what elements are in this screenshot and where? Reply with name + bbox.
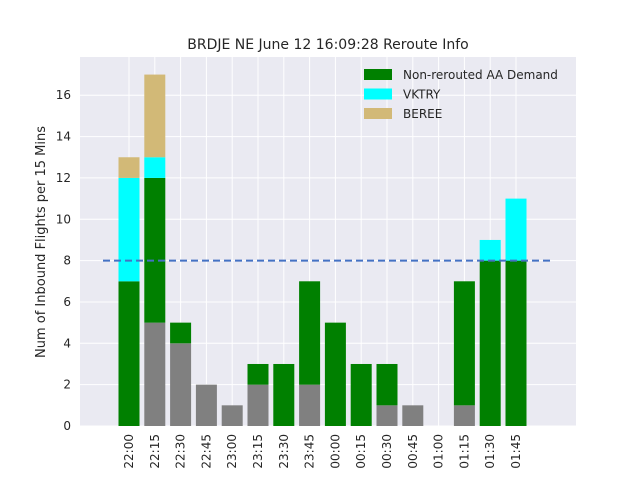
- x-tick-label: 23:30: [277, 434, 291, 469]
- x-tick-label: 22:15: [148, 434, 162, 469]
- bar-segment: [453, 281, 475, 406]
- bar-segment: [505, 198, 527, 261]
- bar-segment: [144, 157, 166, 178]
- bar-segment: [376, 405, 398, 426]
- chart-title: BRDJE NE June 12 16:09:28 Reroute Info: [187, 37, 468, 53]
- bar-segment: [402, 405, 424, 426]
- bar-segment: [144, 74, 166, 158]
- bar-segment: [350, 363, 372, 426]
- bar-segment: [247, 363, 269, 385]
- x-tick-label: 22:30: [174, 434, 188, 469]
- bar-segment: [170, 322, 192, 344]
- bar-segment: [118, 281, 140, 426]
- x-tick-label: 22:00: [122, 434, 136, 469]
- y-tick-label: 10: [56, 212, 71, 226]
- y-axis-label: Num of Inbound Flights per 15 Mins: [34, 126, 49, 358]
- y-tick-label: 16: [56, 88, 71, 102]
- x-tick-label: 01:00: [432, 434, 446, 469]
- y-tick-label: 2: [63, 378, 71, 392]
- x-tick-labels: 22:00 22:15 22:30 22:45 23:00 23:15 23:30 23:45…: [122, 434, 523, 469]
- bar-segment: [376, 363, 398, 406]
- x-tick-label: 23:15: [251, 434, 265, 469]
- y-tick-label: 14: [56, 130, 71, 144]
- x-tick-label: 23:00: [225, 434, 239, 469]
- legend-swatch: [364, 108, 392, 119]
- bar-segment: [299, 281, 321, 385]
- legend-label: BEREE: [403, 107, 442, 121]
- x-tick-label: 23:45: [303, 434, 317, 469]
- x-tick-label: 00:15: [354, 434, 368, 469]
- bar-segment: [118, 157, 140, 178]
- y-tick-label: 12: [56, 171, 71, 185]
- bar-segment: [479, 239, 501, 261]
- y-tick-label: 4: [63, 336, 71, 350]
- bar-segment: [247, 384, 269, 426]
- bar-segment: [195, 384, 217, 426]
- bar-segment: [273, 363, 295, 426]
- bars: [118, 74, 527, 426]
- bar-segment: [144, 322, 166, 426]
- x-tick-label: 00:00: [328, 434, 342, 469]
- bar-segment: [118, 177, 140, 282]
- legend-label: VKTRY: [403, 88, 441, 102]
- legend: Non-rerouted AA Demand VKTRY BEREE: [364, 68, 558, 121]
- bar-segment: [453, 405, 475, 426]
- x-tick-label: 00:30: [380, 434, 394, 469]
- bar-segment: [479, 260, 501, 426]
- y-tick-label: 0: [63, 419, 71, 433]
- x-tick-label: 01:15: [457, 434, 471, 469]
- bar-segment: [299, 384, 321, 426]
- legend-swatch: [364, 88, 392, 100]
- y-tick-label: 8: [63, 254, 71, 268]
- bar-segment: [505, 260, 527, 426]
- y-tick-labels: 0 2 4 6 8 10 12 14 16: [56, 88, 71, 433]
- bar-segment: [144, 177, 166, 323]
- bar-segment: [170, 343, 192, 426]
- x-tick-label: 01:30: [483, 434, 497, 469]
- y-tick-label: 6: [63, 295, 71, 309]
- x-tick-label: 22:45: [199, 434, 213, 469]
- bar-segment: [324, 322, 346, 426]
- legend-swatch: [364, 69, 392, 80]
- x-tick-label: 00:45: [406, 434, 420, 469]
- bar-segment: [221, 405, 243, 426]
- x-tick-label: 01:45: [509, 434, 523, 469]
- legend-label: Non-rerouted AA Demand: [403, 68, 558, 82]
